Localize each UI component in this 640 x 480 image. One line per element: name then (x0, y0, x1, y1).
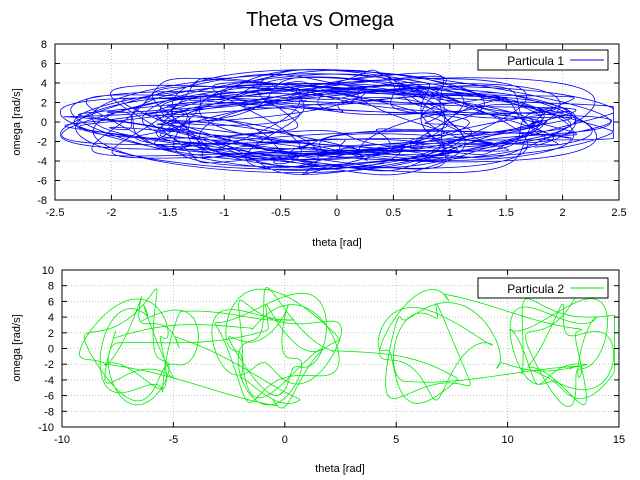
y-axis-label-1: omega [rad/s] (11, 88, 23, 155)
y-tick-label: 0 (41, 117, 47, 129)
y-axis-label-2: omega [rad/s] (11, 314, 23, 381)
y-tick-label: -4 (37, 156, 47, 168)
x-tick-label: 2 (560, 207, 566, 219)
x-tick-label: -1 (219, 207, 229, 219)
x-axis-label-2: theta [rad] (315, 463, 365, 475)
legend-label-1: Particula 1 (507, 54, 564, 68)
x-tick-label: -5 (169, 434, 179, 446)
x-tick-label: -10 (54, 434, 70, 446)
y-tick-label: 4 (48, 312, 54, 324)
y-tick-label: -2 (37, 137, 47, 149)
x-tick-label: 0.5 (386, 207, 401, 219)
legend-box-1 (477, 49, 609, 71)
y-tick-label: -6 (37, 176, 47, 188)
y-tick-label: 8 (41, 39, 47, 51)
trajectory-group-2 (79, 287, 615, 409)
y-tick-label: 6 (48, 296, 54, 308)
ticks-group-2: -10 -5 0 5 10 15 -10 -8 -6 -4 -2 0 2 4 6 8 10 (38, 265, 625, 446)
y-tick-label: 0 (48, 344, 54, 356)
x-tick-label: -0.5 (271, 207, 290, 219)
y-tick-label: -4 (44, 375, 54, 387)
y-tick-label: -2 (44, 359, 54, 371)
trajectory-line (79, 287, 615, 409)
y-tick-label: -6 (44, 391, 54, 403)
x-tick-label: 5 (393, 434, 399, 446)
x-tick-label: 1 (447, 207, 453, 219)
ticks-group-1: -2.5 -2 -1.5 -1 -0.5 0 0.5 1 1.5 2 2.5 -8 -6 -4 -2 0 2 4 6… (37, 39, 626, 219)
y-tick-label: 2 (41, 98, 47, 110)
x-tick-label: 0 (334, 207, 340, 219)
y-tick-label: -8 (37, 195, 47, 207)
y-tick-label: 6 (41, 59, 47, 71)
y-tick-label: 10 (42, 265, 54, 277)
x-tick-label: 1.5 (499, 207, 514, 219)
x-tick-label: 0 (282, 434, 288, 446)
panel-particula-1: -2.5 -2 -1.5 -1 -0.5 0 0.5 1 1.5 2 2.5 -8 -6 -4 -2 0 2 4 6… (11, 39, 627, 249)
y-tick-label: 2 (48, 328, 54, 340)
y-tick-label: 8 (48, 281, 54, 293)
legend-1: Particula 1 (477, 49, 609, 71)
grid-group-2 (62, 270, 619, 427)
trajectory-group-1 (60, 69, 614, 176)
y-tick-label: -8 (44, 406, 54, 418)
chart-title: Theta vs Omega (246, 9, 395, 31)
x-tick-label: 15 (613, 434, 625, 446)
x-tick-label: -2 (107, 207, 117, 219)
x-axis-label-1: theta [rad] (312, 237, 362, 249)
legend-2: Particula 2 (477, 277, 609, 299)
x-tick-label: 10 (501, 434, 513, 446)
y-tick-label: -10 (38, 422, 54, 434)
legend-box-2 (477, 277, 609, 299)
panel-particula-2: -10 -5 0 5 10 15 -10 -8 -6 -4 -2 0 2 4 6 8 10 theta [rad… (11, 265, 625, 475)
y-tick-label: 4 (41, 78, 47, 90)
x-tick-label: 2.5 (611, 207, 626, 219)
trajectory-line (60, 69, 614, 176)
x-tick-label: -1.5 (158, 207, 177, 219)
x-tick-label: -2.5 (46, 207, 65, 219)
legend-label-2: Particula 2 (507, 282, 564, 296)
